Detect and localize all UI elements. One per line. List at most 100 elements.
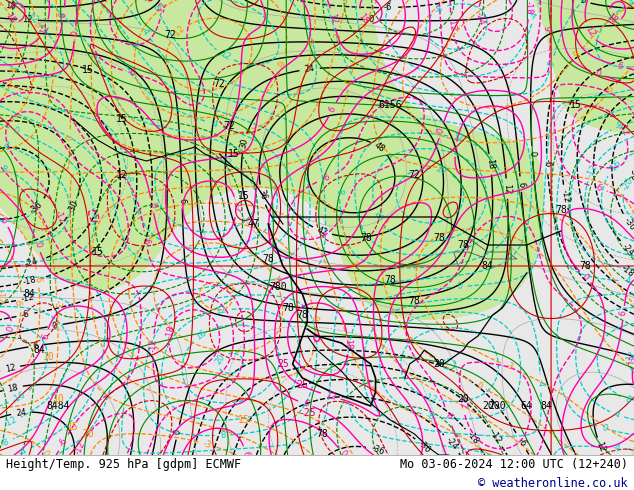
Text: 10: 10 <box>53 394 65 404</box>
Text: -24: -24 <box>621 242 634 258</box>
Text: 15: 15 <box>222 282 235 296</box>
Text: -4: -4 <box>623 276 632 286</box>
Text: 18: 18 <box>343 339 353 349</box>
Text: 4: 4 <box>613 410 621 420</box>
Text: 6: 6 <box>619 310 628 317</box>
Text: 0: 0 <box>475 380 484 391</box>
Text: 0: 0 <box>12 126 20 136</box>
Text: 15: 15 <box>238 415 250 425</box>
Text: 18: 18 <box>357 11 370 25</box>
Text: 16: 16 <box>195 328 209 342</box>
Text: -6: -6 <box>384 3 392 12</box>
Text: 8: 8 <box>335 189 344 195</box>
Text: 15: 15 <box>228 149 240 159</box>
Text: -6: -6 <box>321 172 332 184</box>
Text: 84: 84 <box>33 345 45 355</box>
Text: -12: -12 <box>0 290 5 304</box>
Text: 30: 30 <box>239 137 250 149</box>
Text: 78: 78 <box>579 261 591 271</box>
Text: 6: 6 <box>516 181 526 187</box>
Text: 20: 20 <box>435 164 448 176</box>
Text: 4: 4 <box>628 0 634 7</box>
Text: 0: 0 <box>52 321 58 331</box>
Text: -12: -12 <box>617 122 630 137</box>
Text: 15: 15 <box>569 100 581 110</box>
Text: 0: 0 <box>594 69 602 79</box>
Text: -8: -8 <box>123 173 134 183</box>
Text: 6: 6 <box>241 450 251 457</box>
Text: 72: 72 <box>165 30 176 40</box>
Text: 4: 4 <box>141 27 151 37</box>
Text: 6: 6 <box>301 399 309 409</box>
Text: 18: 18 <box>485 159 496 170</box>
Text: 48: 48 <box>372 141 386 154</box>
Text: 78: 78 <box>360 233 372 243</box>
Text: 8484: 8484 <box>47 401 70 411</box>
Text: 6: 6 <box>327 105 338 114</box>
Text: -4: -4 <box>536 379 545 388</box>
Text: -6: -6 <box>546 24 555 33</box>
Text: 0: 0 <box>129 41 139 50</box>
Text: 20: 20 <box>433 359 445 369</box>
Text: 12: 12 <box>218 49 231 62</box>
Text: -8: -8 <box>0 437 11 449</box>
Text: -12: -12 <box>423 392 438 405</box>
Text: 20: 20 <box>82 429 94 439</box>
Text: 4: 4 <box>3 140 11 150</box>
Text: -12: -12 <box>456 394 467 409</box>
Text: 780: 780 <box>269 282 287 292</box>
Text: 47: 47 <box>248 219 259 229</box>
Text: 12: 12 <box>4 363 16 374</box>
Text: -6: -6 <box>33 274 43 283</box>
Text: 6: 6 <box>0 216 9 225</box>
Text: -4: -4 <box>209 119 219 130</box>
Text: 12: 12 <box>628 353 634 365</box>
Text: -18: -18 <box>619 263 634 279</box>
Text: 0: 0 <box>547 60 557 68</box>
Text: 20: 20 <box>482 401 493 411</box>
Text: 78: 78 <box>282 303 294 313</box>
Text: 0: 0 <box>32 241 42 249</box>
Text: -12: -12 <box>585 162 599 178</box>
Text: -6: -6 <box>126 68 137 78</box>
Text: 8: 8 <box>219 431 226 440</box>
Text: 3: 3 <box>501 167 508 176</box>
Text: -9: -9 <box>16 298 26 307</box>
Text: 12: 12 <box>583 25 596 38</box>
Text: -12: -12 <box>217 154 233 168</box>
Text: 72: 72 <box>214 79 225 89</box>
Text: 6: 6 <box>178 198 186 204</box>
Text: 78: 78 <box>433 233 445 243</box>
Text: 12: 12 <box>116 170 128 180</box>
Text: -6: -6 <box>515 436 527 448</box>
Text: 72: 72 <box>409 170 420 180</box>
Text: 8: 8 <box>151 3 162 12</box>
Text: 6: 6 <box>451 146 460 152</box>
Text: 18: 18 <box>5 1 16 11</box>
Text: 9: 9 <box>573 50 583 60</box>
Text: 15: 15 <box>82 65 94 75</box>
Text: © weatheronline.co.uk: © weatheronline.co.uk <box>478 476 628 490</box>
Text: 6: 6 <box>334 305 344 313</box>
Text: 0: 0 <box>457 282 463 292</box>
Text: 6: 6 <box>59 12 68 19</box>
Text: 15: 15 <box>67 422 79 432</box>
Text: 12: 12 <box>269 274 282 287</box>
Text: -6: -6 <box>593 183 604 194</box>
Text: -16: -16 <box>11 390 27 404</box>
Text: 12: 12 <box>22 15 33 24</box>
Text: 84: 84 <box>482 261 493 271</box>
Text: 0: 0 <box>65 134 75 140</box>
Text: 12: 12 <box>231 201 240 212</box>
Text: -12: -12 <box>560 189 571 204</box>
Text: 8: 8 <box>623 394 632 405</box>
Text: 0: 0 <box>368 15 374 24</box>
Text: -4: -4 <box>17 446 29 458</box>
Text: 200: 200 <box>489 401 507 411</box>
Text: 78: 78 <box>262 254 274 264</box>
Text: 25: 25 <box>277 359 288 369</box>
Text: -3: -3 <box>333 31 343 42</box>
Text: -36: -36 <box>28 199 44 215</box>
Text: -12: -12 <box>24 9 40 25</box>
Text: -12: -12 <box>3 416 18 429</box>
